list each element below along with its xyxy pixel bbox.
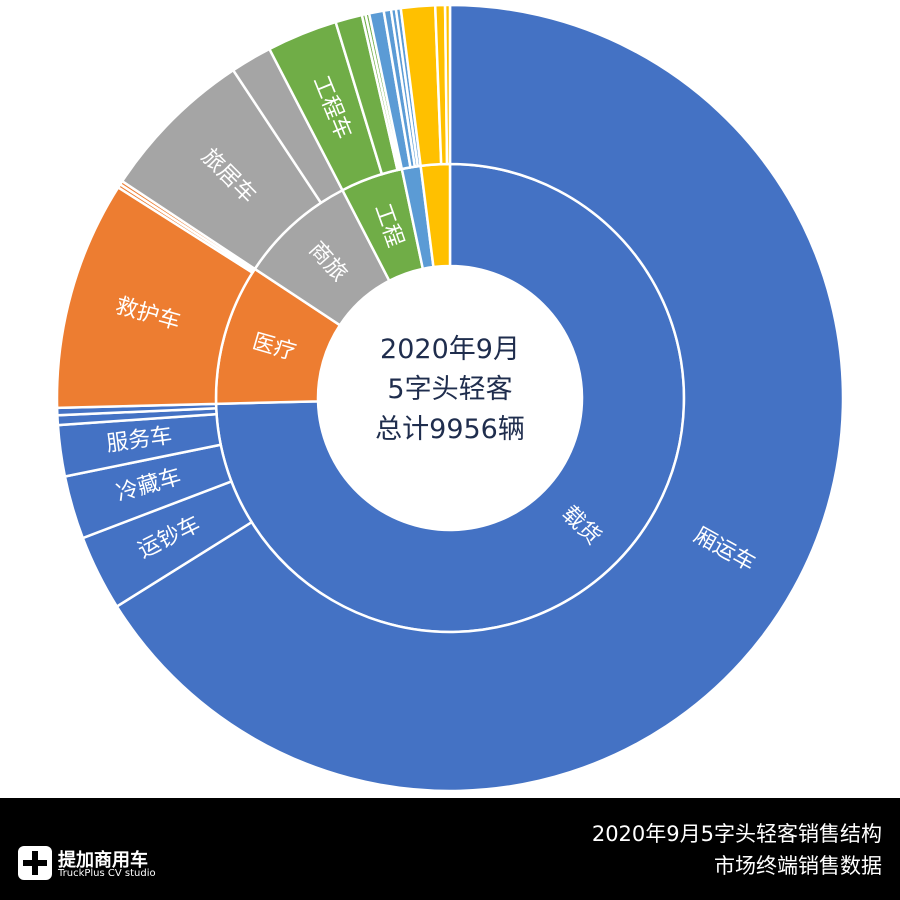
footer-title: 2020年9月5字头轻客销售结构 市场终端销售数据 xyxy=(592,818,882,882)
outer-slice xyxy=(115,3,845,793)
center-label-line: 2020年9月 xyxy=(380,334,520,365)
center-label: 2020年9月 5字头轻客 总计9956辆 xyxy=(330,330,570,450)
brand-subtitle: TruckPlus CV studio xyxy=(58,868,156,879)
footer-title-line1: 2020年9月5字头轻客销售结构 xyxy=(591,822,882,846)
center-label-line: 总计9956辆 xyxy=(375,414,525,445)
footer-bar xyxy=(0,798,900,900)
brand-logo-icon xyxy=(18,846,52,880)
outer-slice xyxy=(443,3,452,166)
footer-title-line2: 市场终端销售数据 xyxy=(714,854,882,878)
brand-name: 提加商用车 xyxy=(58,850,148,871)
center-label-line: 5字头轻客 xyxy=(387,374,513,405)
